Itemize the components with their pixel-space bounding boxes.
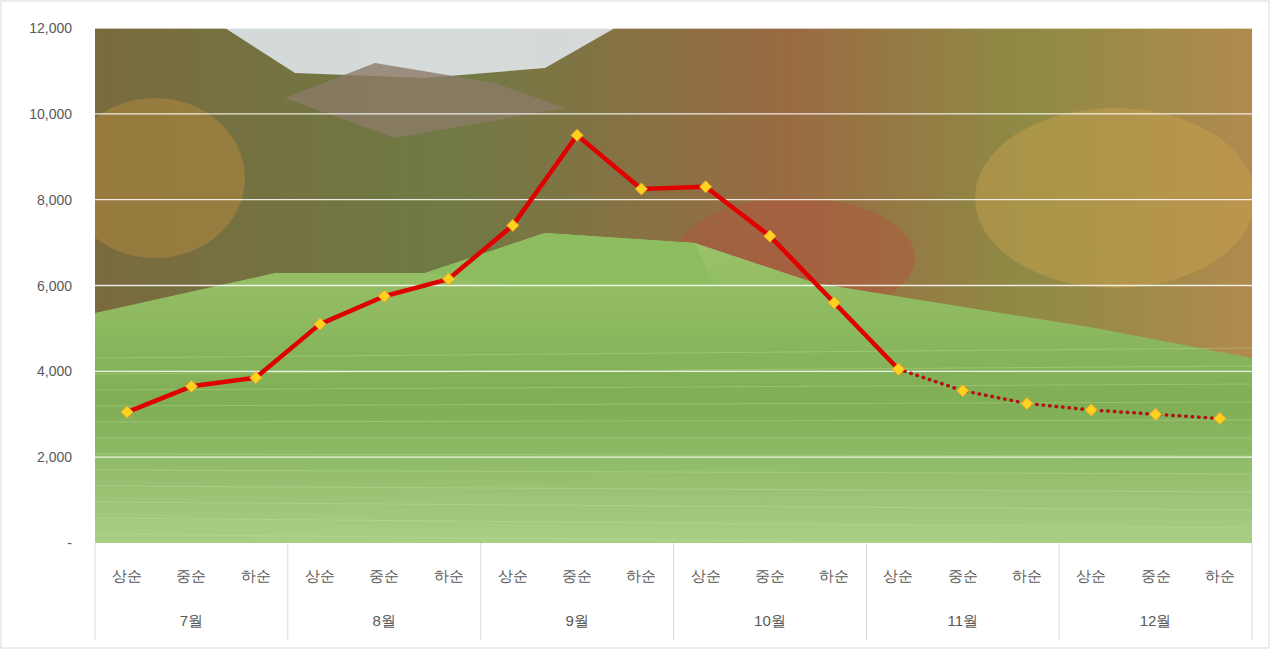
grid-line bbox=[95, 457, 1252, 458]
field-row bbox=[95, 438, 1252, 439]
data-point bbox=[314, 318, 326, 330]
y-tick-label: 12,000 bbox=[29, 20, 72, 36]
series-line-inner bbox=[898, 369, 1219, 418]
yellow-foliage bbox=[95, 98, 245, 258]
x-tick-label: 하순 bbox=[434, 567, 464, 584]
data-point bbox=[892, 363, 904, 375]
x-tick-label: 상순 bbox=[305, 567, 335, 584]
mountain bbox=[285, 63, 565, 138]
x-tick-label: 상순 bbox=[498, 567, 528, 584]
x-group-label: 8월 bbox=[373, 612, 396, 629]
data-point bbox=[1085, 404, 1097, 416]
x-tick-label: 상순 bbox=[112, 567, 142, 584]
x-tick-label: 중순 bbox=[562, 567, 592, 584]
category-separator bbox=[480, 543, 481, 640]
x-tick-label: 하순 bbox=[1012, 567, 1042, 584]
x-group-label: 10월 bbox=[754, 612, 786, 629]
forest bbox=[95, 28, 1252, 543]
y-tick-label: 4,000 bbox=[37, 363, 72, 379]
data-point bbox=[1021, 398, 1033, 410]
y-tick-label: 8,000 bbox=[37, 192, 72, 208]
x-tick-label: 하순 bbox=[241, 567, 271, 584]
data-point bbox=[185, 380, 197, 392]
grid-line bbox=[95, 113, 1252, 114]
data-point bbox=[1214, 413, 1226, 425]
x-tick-label: 중순 bbox=[176, 567, 206, 584]
x-tick-label: 중순 bbox=[948, 567, 978, 584]
series-line bbox=[127, 135, 898, 412]
category-separator bbox=[95, 543, 96, 640]
category-separator bbox=[866, 543, 867, 640]
data-point bbox=[1150, 408, 1162, 420]
grid-line bbox=[95, 199, 1252, 200]
series-line bbox=[898, 369, 1219, 418]
category-separator bbox=[287, 543, 288, 640]
category-separator bbox=[1252, 543, 1253, 640]
y-tick-label: 10,000 bbox=[29, 106, 72, 122]
x-group-label: 7월 bbox=[180, 612, 203, 629]
data-point bbox=[443, 273, 455, 285]
field-row bbox=[95, 518, 1252, 528]
field-row bbox=[95, 402, 1252, 406]
x-group-label: 12월 bbox=[1140, 612, 1172, 629]
data-point bbox=[635, 183, 647, 195]
y-tick-label: - bbox=[67, 535, 72, 551]
grid-line bbox=[95, 371, 1252, 372]
x-tick-label: 하순 bbox=[626, 567, 656, 584]
field-row bbox=[95, 420, 1252, 422]
x-tick-label: 중순 bbox=[755, 567, 785, 584]
x-tick-label: 상순 bbox=[1076, 567, 1106, 584]
field-row bbox=[95, 502, 1252, 510]
y-tick-label: 6,000 bbox=[37, 278, 72, 294]
field-row bbox=[95, 454, 1252, 456]
x-group-label: 9월 bbox=[565, 612, 588, 629]
data-point bbox=[828, 297, 840, 309]
category-separator bbox=[1059, 543, 1060, 640]
data-point bbox=[507, 219, 519, 231]
x-tick-label: 상순 bbox=[883, 567, 913, 584]
y-tick-label: 2,000 bbox=[37, 449, 72, 465]
grid-line bbox=[95, 285, 1252, 286]
data-layer bbox=[127, 135, 1220, 418]
grid-line bbox=[95, 27, 1252, 28]
x-group-label: 11월 bbox=[947, 612, 978, 629]
field-row bbox=[95, 470, 1252, 474]
field-row bbox=[95, 384, 1252, 390]
field-row bbox=[95, 348, 1252, 358]
data-point bbox=[250, 372, 262, 384]
data-point bbox=[957, 385, 969, 397]
x-tick-label: 하순 bbox=[1205, 567, 1235, 584]
x-tick-label: 중순 bbox=[1141, 567, 1171, 584]
data-point bbox=[892, 363, 904, 375]
field-row bbox=[95, 486, 1252, 492]
field-row bbox=[95, 534, 1252, 543]
cabbage-field bbox=[95, 233, 1252, 543]
x-tick-label: 중순 bbox=[369, 567, 399, 584]
chart-frame bbox=[1, 1, 1269, 648]
data-point bbox=[700, 181, 712, 193]
data-point bbox=[121, 406, 133, 418]
data-point bbox=[378, 290, 390, 302]
data-point bbox=[571, 129, 583, 141]
x-tick-label: 하순 bbox=[819, 567, 849, 584]
background-photo bbox=[95, 28, 1252, 543]
data-point bbox=[764, 230, 776, 242]
category-separator bbox=[673, 543, 674, 640]
yellow-foliage bbox=[975, 108, 1252, 288]
x-tick-label: 상순 bbox=[691, 567, 721, 584]
marker-layer bbox=[121, 129, 1226, 424]
chart: - 2,000 4,000 6,000 8,000 10,000 12,000 상순 중순 하순 상… bbox=[0, 0, 1270, 649]
